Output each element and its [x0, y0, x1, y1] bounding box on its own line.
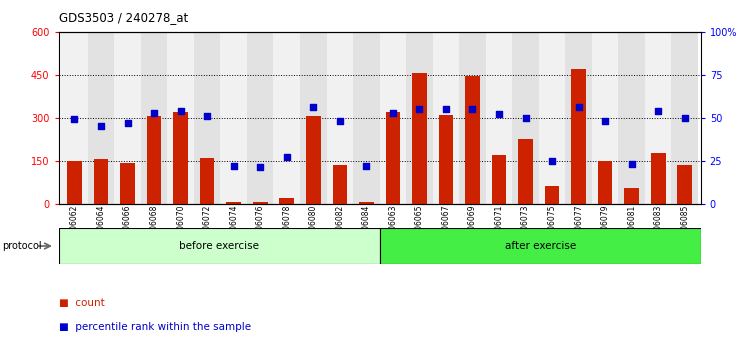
- Bar: [353, 32, 380, 204]
- Text: GDS3503 / 240278_at: GDS3503 / 240278_at: [59, 11, 188, 24]
- Point: [652, 108, 664, 114]
- Bar: [333, 165, 347, 204]
- Point: [307, 104, 319, 110]
- Bar: [120, 163, 135, 204]
- Point: [228, 163, 240, 169]
- Bar: [651, 154, 665, 204]
- Bar: [406, 32, 433, 204]
- Bar: [439, 115, 454, 204]
- Point: [546, 158, 558, 164]
- Bar: [359, 202, 374, 204]
- Bar: [226, 202, 241, 204]
- Bar: [385, 112, 400, 204]
- Point: [466, 106, 478, 112]
- Bar: [273, 32, 300, 204]
- Point: [520, 115, 532, 120]
- Text: after exercise: after exercise: [505, 241, 576, 251]
- Bar: [114, 32, 141, 204]
- Bar: [538, 32, 566, 204]
- Point: [679, 115, 691, 120]
- Bar: [167, 32, 194, 204]
- Bar: [247, 32, 273, 204]
- Text: protocol: protocol: [2, 241, 42, 251]
- Text: ■  percentile rank within the sample: ■ percentile rank within the sample: [59, 322, 251, 332]
- Bar: [141, 32, 167, 204]
- Bar: [94, 159, 108, 204]
- Point: [599, 118, 611, 124]
- Bar: [677, 165, 692, 204]
- Bar: [618, 32, 645, 204]
- Bar: [300, 32, 327, 204]
- Bar: [433, 32, 459, 204]
- Bar: [173, 112, 188, 204]
- Bar: [518, 139, 533, 204]
- Bar: [492, 155, 506, 204]
- Bar: [62, 32, 88, 204]
- Point: [360, 163, 372, 169]
- Point: [626, 161, 638, 167]
- Bar: [67, 161, 82, 204]
- Bar: [59, 228, 380, 264]
- Bar: [486, 32, 512, 204]
- Bar: [624, 188, 639, 204]
- Bar: [544, 186, 559, 204]
- Bar: [566, 32, 592, 204]
- Bar: [512, 32, 538, 204]
- Bar: [194, 32, 221, 204]
- Point: [148, 110, 160, 115]
- Bar: [592, 32, 618, 204]
- Point: [122, 120, 134, 126]
- Bar: [306, 116, 321, 204]
- Point: [334, 118, 346, 124]
- Bar: [465, 76, 480, 204]
- Point: [572, 104, 584, 110]
- Bar: [279, 198, 294, 204]
- Bar: [671, 32, 698, 204]
- Point: [255, 165, 267, 170]
- Bar: [253, 202, 267, 204]
- Bar: [412, 73, 427, 204]
- Point: [95, 124, 107, 129]
- Point: [440, 106, 452, 112]
- Point: [413, 106, 425, 112]
- Bar: [380, 32, 406, 204]
- Bar: [598, 161, 613, 204]
- Point: [175, 108, 187, 114]
- Text: ■  count: ■ count: [59, 298, 104, 308]
- Bar: [200, 158, 215, 204]
- Point: [493, 112, 505, 117]
- Bar: [88, 32, 114, 204]
- Point: [201, 113, 213, 119]
- Bar: [146, 116, 161, 204]
- Bar: [327, 32, 353, 204]
- Point: [387, 110, 399, 115]
- Bar: [221, 32, 247, 204]
- Bar: [459, 32, 486, 204]
- Text: before exercise: before exercise: [179, 241, 259, 251]
- Bar: [380, 228, 701, 264]
- Bar: [645, 32, 671, 204]
- Point: [68, 116, 80, 122]
- Bar: [572, 69, 586, 204]
- Point: [281, 154, 293, 160]
